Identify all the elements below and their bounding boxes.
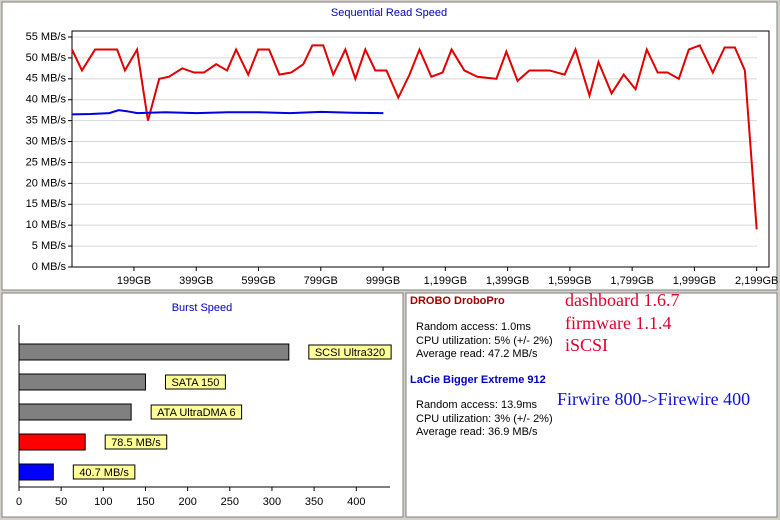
bar-label-box — [104, 434, 168, 450]
chart-title: Burst Speed — [172, 302, 233, 314]
bar-label-box — [308, 344, 392, 360]
bar-label-box — [150, 404, 243, 420]
drive-name: LaCie Bigger Extreme 912 — [410, 374, 546, 386]
x-tick-label: 250 — [221, 496, 239, 508]
x-tick-label: 1,399GB — [486, 275, 529, 287]
y-tick-label: 40 MB/s — [26, 94, 67, 106]
y-tick-label: 25 MB/s — [26, 156, 67, 168]
bar — [18, 373, 146, 391]
sequential-panel — [1, 1, 778, 291]
x-tick-label: 1,599GB — [548, 275, 591, 287]
x-tick-label: 2,199GB — [735, 275, 778, 287]
info-panel — [405, 292, 778, 518]
x-tick-label: 799GB — [304, 275, 338, 287]
bar-label: ATA UltraDMA 6 — [157, 407, 235, 419]
drive-stat: CPU utilization: 5% (+/- 2%) — [416, 335, 553, 347]
x-tick-label: 100 — [94, 496, 112, 508]
x-tick-label: 1,999GB — [673, 275, 716, 287]
series-line — [71, 109, 384, 116]
y-tick-label: 45 MB/s — [26, 73, 67, 85]
x-tick-label: 1,199GB — [424, 275, 467, 287]
y-tick-label: 15 MB/s — [26, 198, 67, 210]
y-tick-label: 55 MB/s — [26, 31, 67, 43]
drive-stat: CPU utilization: 3% (+/- 2%) — [416, 413, 553, 425]
x-tick-label: 350 — [305, 496, 323, 508]
bar-label: SCSI Ultra320 — [315, 347, 385, 359]
y-tick-label: 5 MB/s — [32, 240, 67, 252]
drive-stat: Random access: 1.0ms — [416, 321, 531, 333]
handwritten-note: iSCSI — [565, 335, 608, 355]
x-tick-label: 1,799GB — [610, 275, 653, 287]
y-tick-label: 50 MB/s — [26, 52, 67, 64]
drive-stat: Average read: 36.9 MB/s — [416, 426, 538, 438]
bar-label-box — [72, 464, 136, 480]
chart-title: Sequential Read Speed — [331, 7, 447, 19]
series-line — [71, 44, 758, 230]
drive-stat: Random access: 13.9ms — [416, 399, 538, 411]
plot-frame — [71, 30, 770, 268]
bar-label: SATA 150 — [171, 377, 219, 389]
bar — [18, 343, 290, 361]
x-tick-label: 0 — [16, 496, 22, 508]
bar-label: 78.5 MB/s — [111, 437, 161, 449]
y-tick-label: 30 MB/s — [26, 135, 67, 147]
handwritten-note: Firwire 800->Firewire 400 — [557, 389, 750, 409]
handwritten-note: firmware 1.1.4 — [565, 313, 671, 333]
x-tick-label: 50 — [55, 496, 67, 508]
x-tick-label: 399GB — [179, 275, 213, 287]
x-tick-label: 200 — [178, 496, 196, 508]
drive-stat: Average read: 47.2 MB/s — [416, 348, 538, 360]
x-tick-label: 300 — [263, 496, 281, 508]
bar-label-box — [164, 374, 226, 390]
x-tick-label: 599GB — [241, 275, 275, 287]
bar — [18, 403, 132, 421]
y-tick-label: 20 MB/s — [26, 177, 67, 189]
x-tick-label: 150 — [136, 496, 154, 508]
y-tick-label: 0 MB/s — [32, 261, 67, 273]
y-tick-label: 10 MB/s — [26, 219, 67, 231]
bar — [18, 433, 86, 451]
x-tick-label: 999GB — [366, 275, 400, 287]
x-tick-label: 199GB — [117, 275, 151, 287]
drive-name: DROBO DroboPro — [410, 295, 505, 307]
handwritten-note: dashboard 1.6.7 — [565, 290, 679, 310]
x-tick-label: 400 — [347, 496, 365, 508]
bar-label: 40.7 MB/s — [79, 467, 129, 479]
y-tick-label: 35 MB/s — [26, 115, 67, 127]
bar — [18, 463, 54, 481]
